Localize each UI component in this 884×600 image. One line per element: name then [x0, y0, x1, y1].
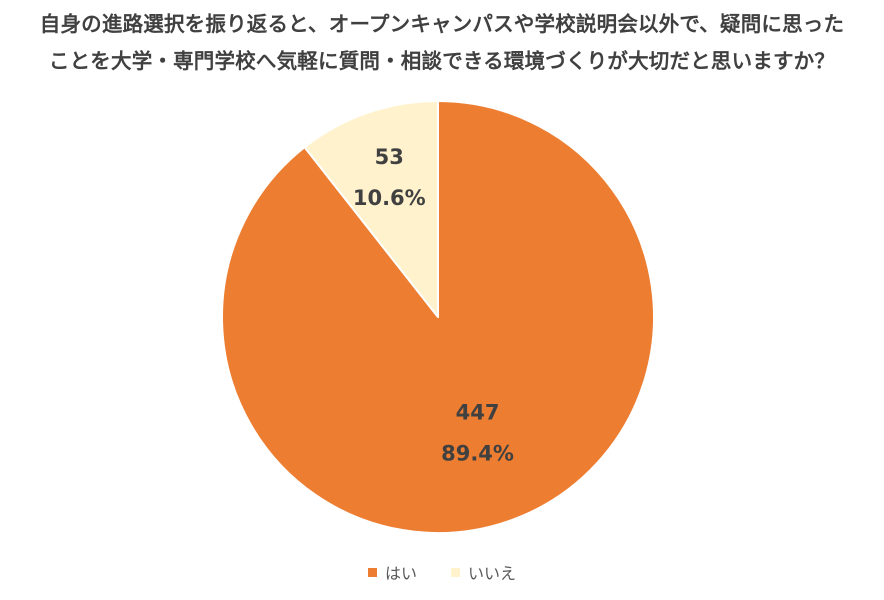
legend-item-yes[interactable]: はい: [367, 560, 417, 584]
data-label-value-yes: 447: [456, 400, 500, 424]
pie-data-labels: 447 89.4% 53 10.6%: [353, 145, 514, 465]
chart-legend: はい いいえ: [0, 560, 884, 584]
legend-item-no[interactable]: いいえ: [451, 560, 516, 584]
data-label-percent-no: 10.6%: [353, 186, 426, 210]
chart-title: 自身の進路選択を振り返ると、オープンキャンパスや学校説明会以外で、疑問に思った …: [0, 6, 884, 80]
chart-title-line-1: 自身の進路選択を振り返ると、オープンキャンパスや学校説明会以外で、疑問に思った: [39, 12, 845, 36]
legend-swatch-no: [451, 567, 460, 577]
data-label-percent-yes: 89.4%: [441, 441, 514, 465]
data-label-value-no: 53: [375, 145, 404, 169]
legend-label-no: いいえ: [468, 564, 517, 583]
pie-slice-no[interactable]: [303, 100, 439, 318]
legend-label-yes: はい: [384, 564, 417, 583]
pie-slices: [221, 100, 655, 534]
chart-title-line-2: ことを大学・専門学校へ気軽に質問・相談できる環境づくりが大切だと思いますか？: [48, 49, 836, 73]
legend-swatch-yes: [367, 567, 377, 577]
